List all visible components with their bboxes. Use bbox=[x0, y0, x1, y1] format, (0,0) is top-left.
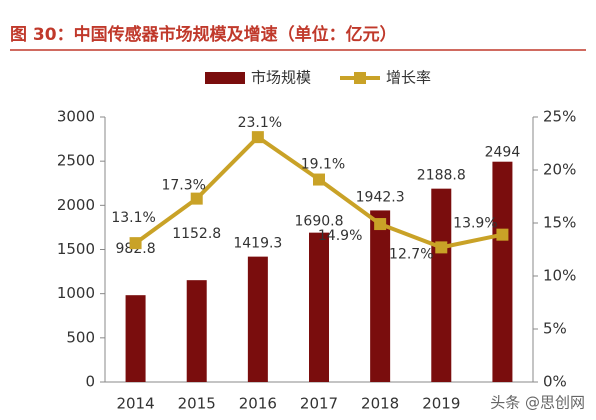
legend-swatch bbox=[205, 72, 245, 84]
chart-title: 图 30：中国传感器市场规模及增速（单位：亿元） bbox=[10, 24, 397, 45]
line-value-label: 23.1% bbox=[238, 115, 282, 131]
line-marker bbox=[251, 131, 264, 144]
legend-label: 市场规模 bbox=[251, 69, 311, 87]
bar-value-label: 1942.3 bbox=[356, 189, 405, 205]
legend-label: 增长率 bbox=[386, 69, 431, 87]
bar-value-label: 982.8 bbox=[116, 241, 156, 257]
line-value-label: 12.7% bbox=[389, 246, 433, 262]
line-marker bbox=[313, 173, 325, 186]
bar bbox=[492, 161, 513, 382]
bar bbox=[309, 232, 329, 382]
y2-tick-label: 0% bbox=[543, 373, 567, 391]
line-value-label: 19.1% bbox=[301, 157, 345, 173]
bar-value-label: 2188.8 bbox=[417, 168, 466, 184]
y2-tick-label: 20% bbox=[543, 161, 576, 179]
line-marker bbox=[435, 241, 448, 254]
y-tick-label: 500 bbox=[66, 328, 95, 346]
bar-value-label: 1419.3 bbox=[233, 236, 282, 252]
x-tick-label: 2018 bbox=[361, 395, 399, 413]
y2-tick-label: 5% bbox=[543, 320, 567, 338]
legend-marker bbox=[354, 72, 366, 84]
y-tick-label: 1500 bbox=[57, 240, 95, 258]
bar bbox=[247, 256, 268, 382]
line-marker bbox=[374, 218, 387, 231]
bar bbox=[370, 210, 391, 382]
line-marker bbox=[496, 228, 509, 241]
x-tick-label: 2017 bbox=[300, 395, 338, 413]
y2-tick-label: 25% bbox=[543, 108, 576, 126]
bar-value-label: 2494 bbox=[485, 145, 521, 161]
x-tick-label: 2015 bbox=[178, 395, 216, 413]
line-value-label: 13.9% bbox=[453, 216, 497, 232]
bar bbox=[186, 280, 207, 382]
line-value-label: 17.3% bbox=[161, 178, 205, 194]
line-marker bbox=[190, 192, 203, 205]
bar bbox=[125, 295, 146, 382]
y2-tick-label: 15% bbox=[543, 214, 576, 232]
x-tick-label: 2016 bbox=[239, 395, 277, 413]
y-tick-label: 1000 bbox=[57, 284, 95, 302]
bar bbox=[431, 188, 452, 382]
y-tick-label: 0 bbox=[85, 373, 95, 391]
y-tick-label: 2000 bbox=[57, 196, 95, 214]
line-value-label: 13.1% bbox=[111, 210, 155, 226]
x-tick-label: 2019 bbox=[422, 395, 460, 413]
watermark: 头条 @思创网 bbox=[490, 394, 585, 412]
y2-tick-label: 10% bbox=[543, 267, 576, 285]
x-tick-label: 2014 bbox=[116, 395, 154, 413]
bar-value-label: 1152.8 bbox=[172, 226, 221, 242]
y-tick-label: 2500 bbox=[57, 152, 95, 170]
bar-value-label: 1690.8 bbox=[295, 214, 344, 230]
line-marker bbox=[129, 237, 142, 250]
line-value-label: 14.9% bbox=[318, 228, 362, 244]
y-tick-label: 3000 bbox=[57, 108, 95, 126]
